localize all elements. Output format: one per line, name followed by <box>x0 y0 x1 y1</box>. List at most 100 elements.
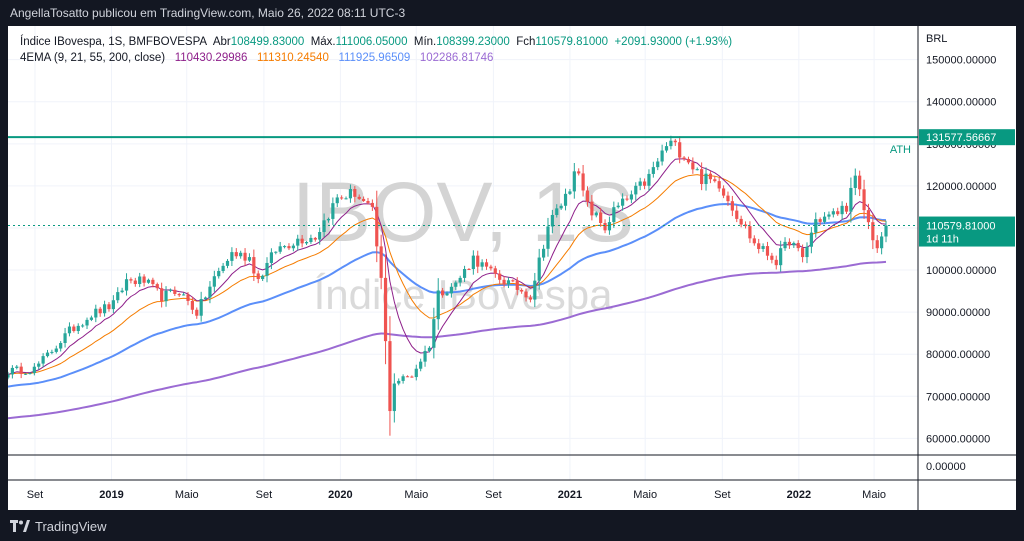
candle-body <box>370 202 374 207</box>
candlestick-chart[interactable]: IBOV, 1S Índice IBovespa ATH BRL 60000.00000… <box>8 26 1016 510</box>
tradingview-logo[interactable]: TradingView <box>10 517 107 535</box>
candle-body <box>493 268 497 274</box>
candle-body <box>397 380 401 384</box>
open-value: 108499.83000 <box>230 36 305 48</box>
symbol-label: Índice IBovespa, 1S, BMFBOVESPA <box>20 36 208 48</box>
candle-body <box>555 208 559 215</box>
candle <box>225 259 230 269</box>
candle-body <box>348 189 353 199</box>
candle <box>177 293 181 297</box>
candle-body <box>642 181 647 186</box>
candle-body <box>252 257 256 274</box>
candle-body <box>239 252 243 257</box>
candle-body <box>774 259 778 266</box>
candle <box>634 182 638 201</box>
candle-body <box>129 279 133 281</box>
candle-body <box>124 279 129 291</box>
candle-body <box>511 280 515 282</box>
candle-body <box>454 282 458 287</box>
chart-legend: Índice IBovespa, 1S, BMFBOVESPA Abr10849… <box>20 34 732 66</box>
time-axis: Set 2019 Maio Set 2020 Maio Set 2021 Maio Set 2022… <box>27 489 886 501</box>
candle <box>388 316 392 436</box>
candle <box>164 286 168 307</box>
candle <box>331 197 335 225</box>
candle <box>243 248 247 266</box>
candle-body <box>476 255 480 267</box>
candle <box>441 287 445 298</box>
open-label: Abr <box>212 36 231 48</box>
candle-body <box>462 269 467 278</box>
candle-body <box>392 383 396 412</box>
candle-body <box>94 308 98 318</box>
footer-bar: TradingView <box>0 510 1024 541</box>
candle <box>515 277 519 296</box>
candle-body <box>265 262 269 276</box>
candle <box>695 167 699 171</box>
candle-body <box>326 218 331 221</box>
candle-body <box>436 290 440 320</box>
ema21-value: 111310.24540 <box>257 52 329 64</box>
candle-body <box>853 175 857 188</box>
candle-body <box>546 226 550 249</box>
candle-body <box>871 222 875 241</box>
time-tick-label: 2022 <box>787 489 811 501</box>
candle <box>129 277 133 284</box>
time-tick-label: Maio <box>633 489 657 501</box>
candle-body <box>484 262 489 267</box>
chart-panel[interactable]: IBOV, 1S Índice IBovespa ATH BRL 60000.00000… <box>8 26 1016 510</box>
candle-body <box>138 276 142 285</box>
candle-body <box>537 257 541 281</box>
candle-body <box>686 158 691 163</box>
candle <box>23 373 28 375</box>
ema9-line <box>8 158 887 375</box>
candle-body <box>120 290 124 293</box>
candle-body <box>568 191 572 194</box>
candle-body <box>261 275 265 280</box>
candle-body <box>160 288 164 302</box>
candle <box>41 353 45 368</box>
candle-body <box>880 236 884 249</box>
candle-body <box>221 265 225 272</box>
candle-body <box>379 246 383 278</box>
candle-body <box>660 150 664 162</box>
watermark: IBOV, 1S Índice IBovespa <box>292 165 634 318</box>
candle-body <box>669 140 673 147</box>
candle <box>449 283 453 298</box>
candle-body <box>621 198 625 206</box>
candle-body <box>629 194 633 200</box>
high-label: Máx. <box>310 36 336 48</box>
ohlc-row: Índice IBovespa, 1S, BMFBOVESPA Abr10849… <box>20 34 732 50</box>
candle-body <box>28 373 32 375</box>
candle <box>45 349 50 358</box>
candle <box>844 202 849 215</box>
candle <box>379 234 383 290</box>
candle-body <box>783 241 787 249</box>
candle <box>625 195 629 202</box>
candle-body <box>836 211 840 215</box>
candle <box>656 157 660 171</box>
candle-body <box>357 196 361 199</box>
candle-body <box>155 284 159 289</box>
candle-body <box>23 373 28 375</box>
candle <box>454 280 458 290</box>
countdown-label: 1d 11h <box>926 234 959 246</box>
candle-body <box>524 291 528 298</box>
candle-body <box>599 212 603 223</box>
ema200-line <box>8 260 887 420</box>
candle <box>208 281 212 304</box>
candle <box>621 193 625 211</box>
candle-body <box>164 290 168 302</box>
candle-body <box>748 226 752 239</box>
candle-body <box>432 319 436 348</box>
candle <box>37 361 41 370</box>
candle <box>541 244 546 261</box>
candle-body <box>607 222 612 231</box>
candle <box>120 287 124 294</box>
high-value: 111006.05000 <box>335 36 408 48</box>
candle <box>599 207 603 227</box>
candle-body <box>203 297 208 300</box>
candle <box>234 248 238 259</box>
candle <box>700 162 704 191</box>
candle-body <box>625 198 629 200</box>
candle <box>559 203 563 210</box>
